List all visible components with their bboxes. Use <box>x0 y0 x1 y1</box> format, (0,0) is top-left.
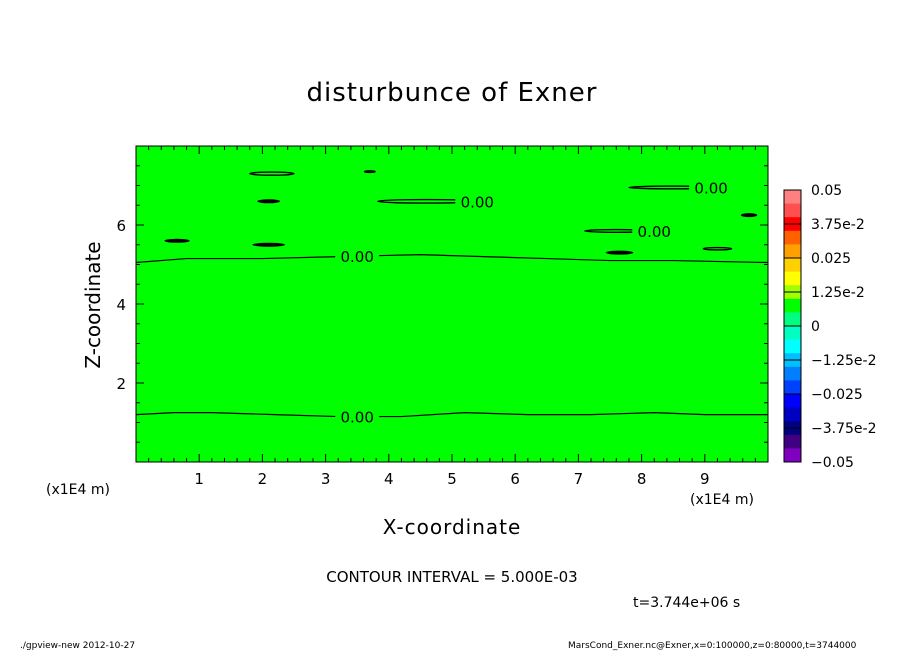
contour-line-1 <box>135 254 769 264</box>
colorbar-swatch <box>784 366 801 381</box>
y-tick-label: 2 <box>116 375 126 393</box>
colorbar-swatch <box>784 407 801 422</box>
x-tick-label: 9 <box>700 470 710 488</box>
colorbar-swatch <box>784 448 801 463</box>
colorbar-label: −1.25e-2 <box>811 353 876 369</box>
contour-label-bg-1 <box>335 248 380 265</box>
footer-right: MarsCond_Exner.nc@Exner,x=0:100000,z=0:8… <box>568 641 857 651</box>
colorbar-label: 0 <box>811 319 820 335</box>
colorbar-label: 0.025 <box>811 251 851 267</box>
colorbar-label: −3.75e-2 <box>811 421 876 437</box>
colorbar-swatch <box>784 244 801 259</box>
contour-label-2: 0.00 <box>461 193 494 211</box>
y-tick-label: 6 <box>116 217 126 235</box>
x-axis-label: X-coordinate <box>382 515 522 539</box>
contour-label-bg-4 <box>632 222 677 239</box>
colorbar-swatch <box>784 326 801 341</box>
colorbar-swatch <box>784 190 801 205</box>
contour-blob-3 <box>605 250 634 255</box>
plot-field <box>136 146 768 462</box>
contour-blob-0 <box>164 238 190 243</box>
contour-label-4: 0.00 <box>638 223 671 241</box>
colorbar-label: 3.75e-2 <box>811 217 865 233</box>
colorbar-swatch <box>784 258 801 273</box>
contour-label-bg-2 <box>455 193 500 210</box>
x-unit-right: (x1E4 m) <box>690 492 754 508</box>
colorbar-swatch <box>784 230 801 245</box>
colorbar-swatch <box>784 271 801 286</box>
x-tick-label: 6 <box>510 470 520 488</box>
contour-label-3: 0.00 <box>694 179 727 197</box>
contour-label-bg-0 <box>335 408 380 425</box>
colorbar-swatch <box>784 380 801 395</box>
footer-left: ./gpview-new 2012-10-27 <box>20 641 136 651</box>
colorbar-swatch <box>784 394 801 409</box>
chart-title: disturbunce of Exner <box>306 78 598 108</box>
contour-line-6 <box>363 170 376 174</box>
contour-blob-2 <box>252 242 286 247</box>
x-tick-label: 8 <box>637 470 647 488</box>
y-axis-label: Z-coordinate <box>81 241 105 369</box>
x-tick-label: 4 <box>384 470 394 488</box>
contour-label-1: 0.00 <box>340 248 373 266</box>
colorbar-label: 0.05 <box>811 183 842 199</box>
x-tick-label: 7 <box>574 470 584 488</box>
contour-label-bg-3 <box>689 179 734 196</box>
x-unit-left: (x1E4 m) <box>46 482 110 498</box>
contour-blob-4 <box>740 213 758 218</box>
colorbar-label: −0.05 <box>811 455 854 471</box>
colorbar-label: 1.25e-2 <box>811 285 865 301</box>
colorbar-swatch <box>784 339 801 354</box>
colorbar-swatch <box>784 312 801 327</box>
contour-interval: CONTOUR INTERVAL = 5.000E-03 <box>326 568 578 586</box>
x-tick-label: 1 <box>194 470 204 488</box>
x-tick-label: 2 <box>258 470 268 488</box>
y-tick-label: 4 <box>116 296 126 314</box>
x-tick-label: 3 <box>321 470 331 488</box>
colorbar-swatch <box>784 434 801 449</box>
contour-line-7 <box>702 246 733 251</box>
colorbar-swatch <box>784 298 801 313</box>
contour-blob-1 <box>257 199 281 204</box>
colorbar-swatch <box>784 203 801 218</box>
time-stamp: t=3.744e+06 s <box>633 595 741 611</box>
x-tick-label: 5 <box>447 470 457 488</box>
contour-label-0: 0.00 <box>340 409 373 427</box>
contour-line-5 <box>249 171 295 176</box>
colorbar-label: −0.025 <box>811 387 863 403</box>
contour-line-0 <box>135 412 768 418</box>
